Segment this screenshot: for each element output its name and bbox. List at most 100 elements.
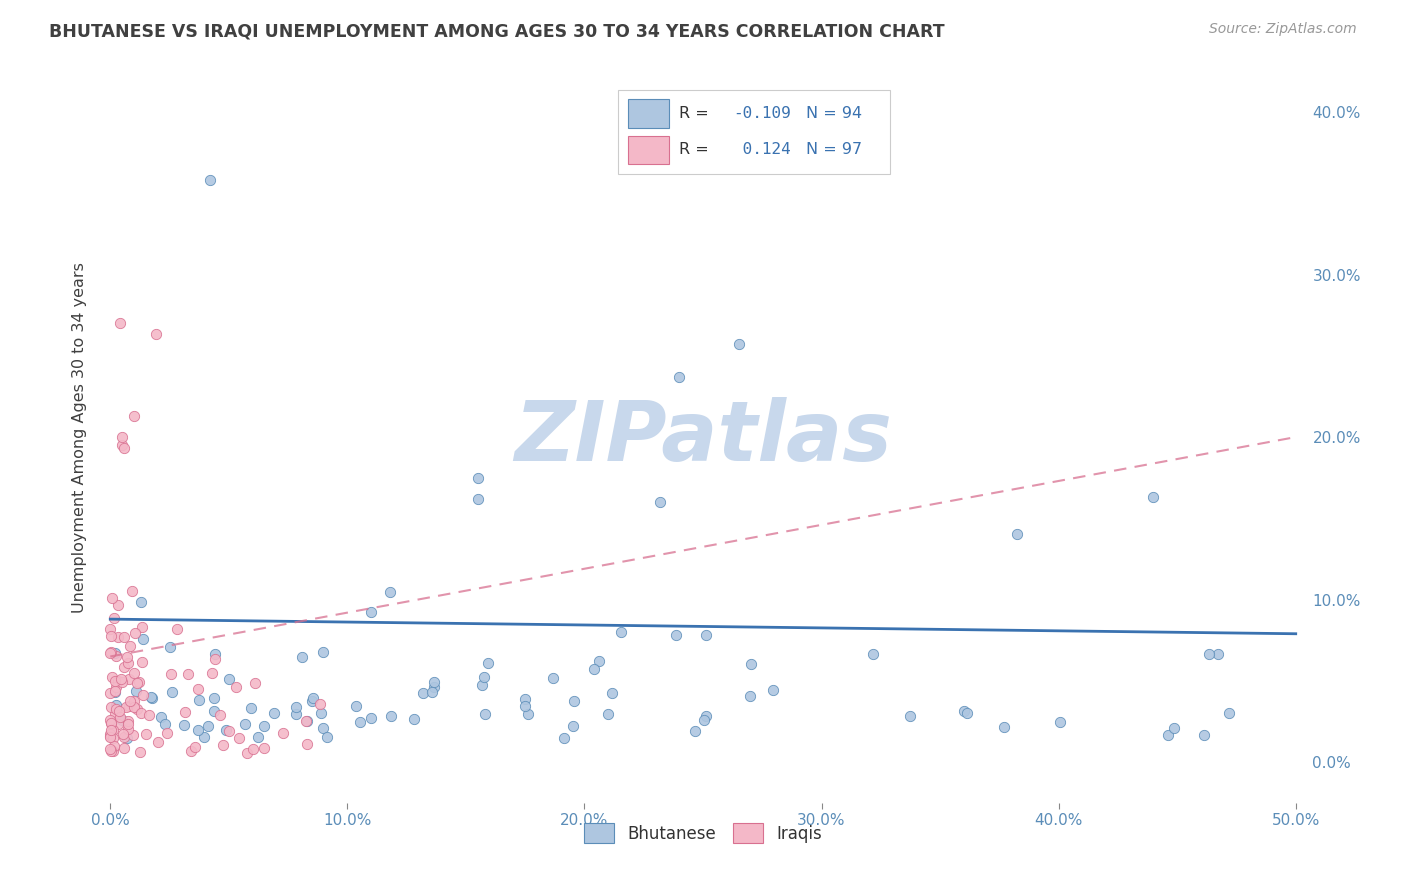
Text: ZIPatlas: ZIPatlas	[515, 397, 891, 477]
Point	[404, 712, 426, 726]
Point	[474, 706, 496, 721]
Point	[378, 585, 401, 599]
Point	[124, 625, 146, 640]
Point	[1049, 714, 1071, 729]
Point	[600, 686, 623, 700]
Point	[513, 692, 536, 706]
Point	[467, 491, 489, 506]
Point	[98, 729, 121, 743]
Text: -0.109: -0.109	[734, 105, 792, 120]
Point	[146, 735, 169, 749]
Point	[225, 680, 247, 694]
Point	[122, 694, 145, 708]
Point	[100, 716, 122, 731]
Point	[188, 693, 211, 707]
Point	[197, 719, 219, 733]
Point	[582, 662, 605, 676]
Text: BHUTANESE VS IRAQI UNEMPLOYMENT AMONG AGES 30 TO 34 YEARS CORRELATION CHART: BHUTANESE VS IRAQI UNEMPLOYMENT AMONG AG…	[49, 22, 945, 40]
Point	[301, 693, 323, 707]
Point	[145, 326, 167, 341]
Point	[202, 691, 225, 706]
Point	[121, 583, 143, 598]
Point	[588, 654, 610, 668]
Point	[517, 707, 540, 722]
Point	[297, 714, 319, 729]
Point	[1163, 721, 1185, 735]
Point	[695, 708, 717, 723]
Point	[285, 706, 308, 721]
Text: R =: R =	[679, 142, 718, 157]
Point	[108, 704, 131, 718]
Point	[273, 726, 295, 740]
Point	[124, 666, 146, 681]
Point	[174, 705, 197, 719]
Point	[111, 714, 134, 728]
Point	[104, 702, 127, 716]
Point	[112, 730, 135, 744]
Point	[111, 430, 134, 444]
Point	[187, 723, 209, 738]
Point	[1198, 647, 1220, 661]
Point	[200, 666, 222, 681]
Point	[761, 683, 783, 698]
Text: R =: R =	[679, 105, 714, 120]
Point	[955, 706, 977, 720]
Point	[107, 673, 129, 688]
Point	[100, 713, 122, 727]
Point	[472, 670, 495, 684]
Point	[740, 657, 762, 672]
Text: N = 97: N = 97	[806, 142, 862, 157]
Point	[156, 726, 179, 740]
Point	[360, 605, 382, 619]
Point	[160, 667, 183, 681]
Point	[104, 684, 127, 698]
Point	[108, 710, 131, 724]
Point	[297, 737, 319, 751]
Point	[100, 629, 122, 643]
Point	[100, 645, 122, 659]
Point	[104, 647, 127, 661]
Point	[204, 652, 226, 666]
Point	[107, 717, 129, 731]
Point	[107, 630, 129, 644]
Point	[187, 681, 209, 696]
Point	[107, 598, 129, 612]
Point	[1157, 728, 1180, 742]
Point	[100, 723, 122, 738]
Point	[953, 704, 976, 718]
Point	[253, 719, 276, 733]
Point	[98, 646, 121, 660]
Point	[104, 685, 127, 699]
Point	[111, 727, 134, 741]
Point	[101, 670, 124, 684]
Point	[138, 708, 160, 723]
Point	[108, 316, 131, 330]
Point	[692, 714, 714, 728]
Point	[541, 671, 564, 685]
Point	[349, 714, 371, 729]
Point	[129, 745, 152, 759]
Point	[122, 409, 145, 423]
Point	[115, 699, 138, 714]
Point	[124, 700, 146, 714]
Point	[98, 742, 121, 756]
Point	[121, 728, 143, 742]
Point	[685, 723, 707, 738]
Text: N = 94: N = 94	[806, 105, 862, 120]
Point	[131, 620, 153, 634]
Point	[239, 700, 262, 714]
Point	[380, 709, 402, 723]
Point	[117, 656, 139, 670]
Point	[309, 697, 332, 711]
Point	[117, 723, 139, 737]
Point	[561, 719, 583, 733]
Point	[101, 744, 124, 758]
Point	[294, 714, 316, 728]
Point	[228, 731, 250, 746]
Point	[125, 676, 148, 690]
Point	[103, 611, 125, 625]
Point	[284, 699, 307, 714]
Point	[105, 648, 128, 663]
Point	[291, 650, 314, 665]
Point	[166, 622, 188, 636]
